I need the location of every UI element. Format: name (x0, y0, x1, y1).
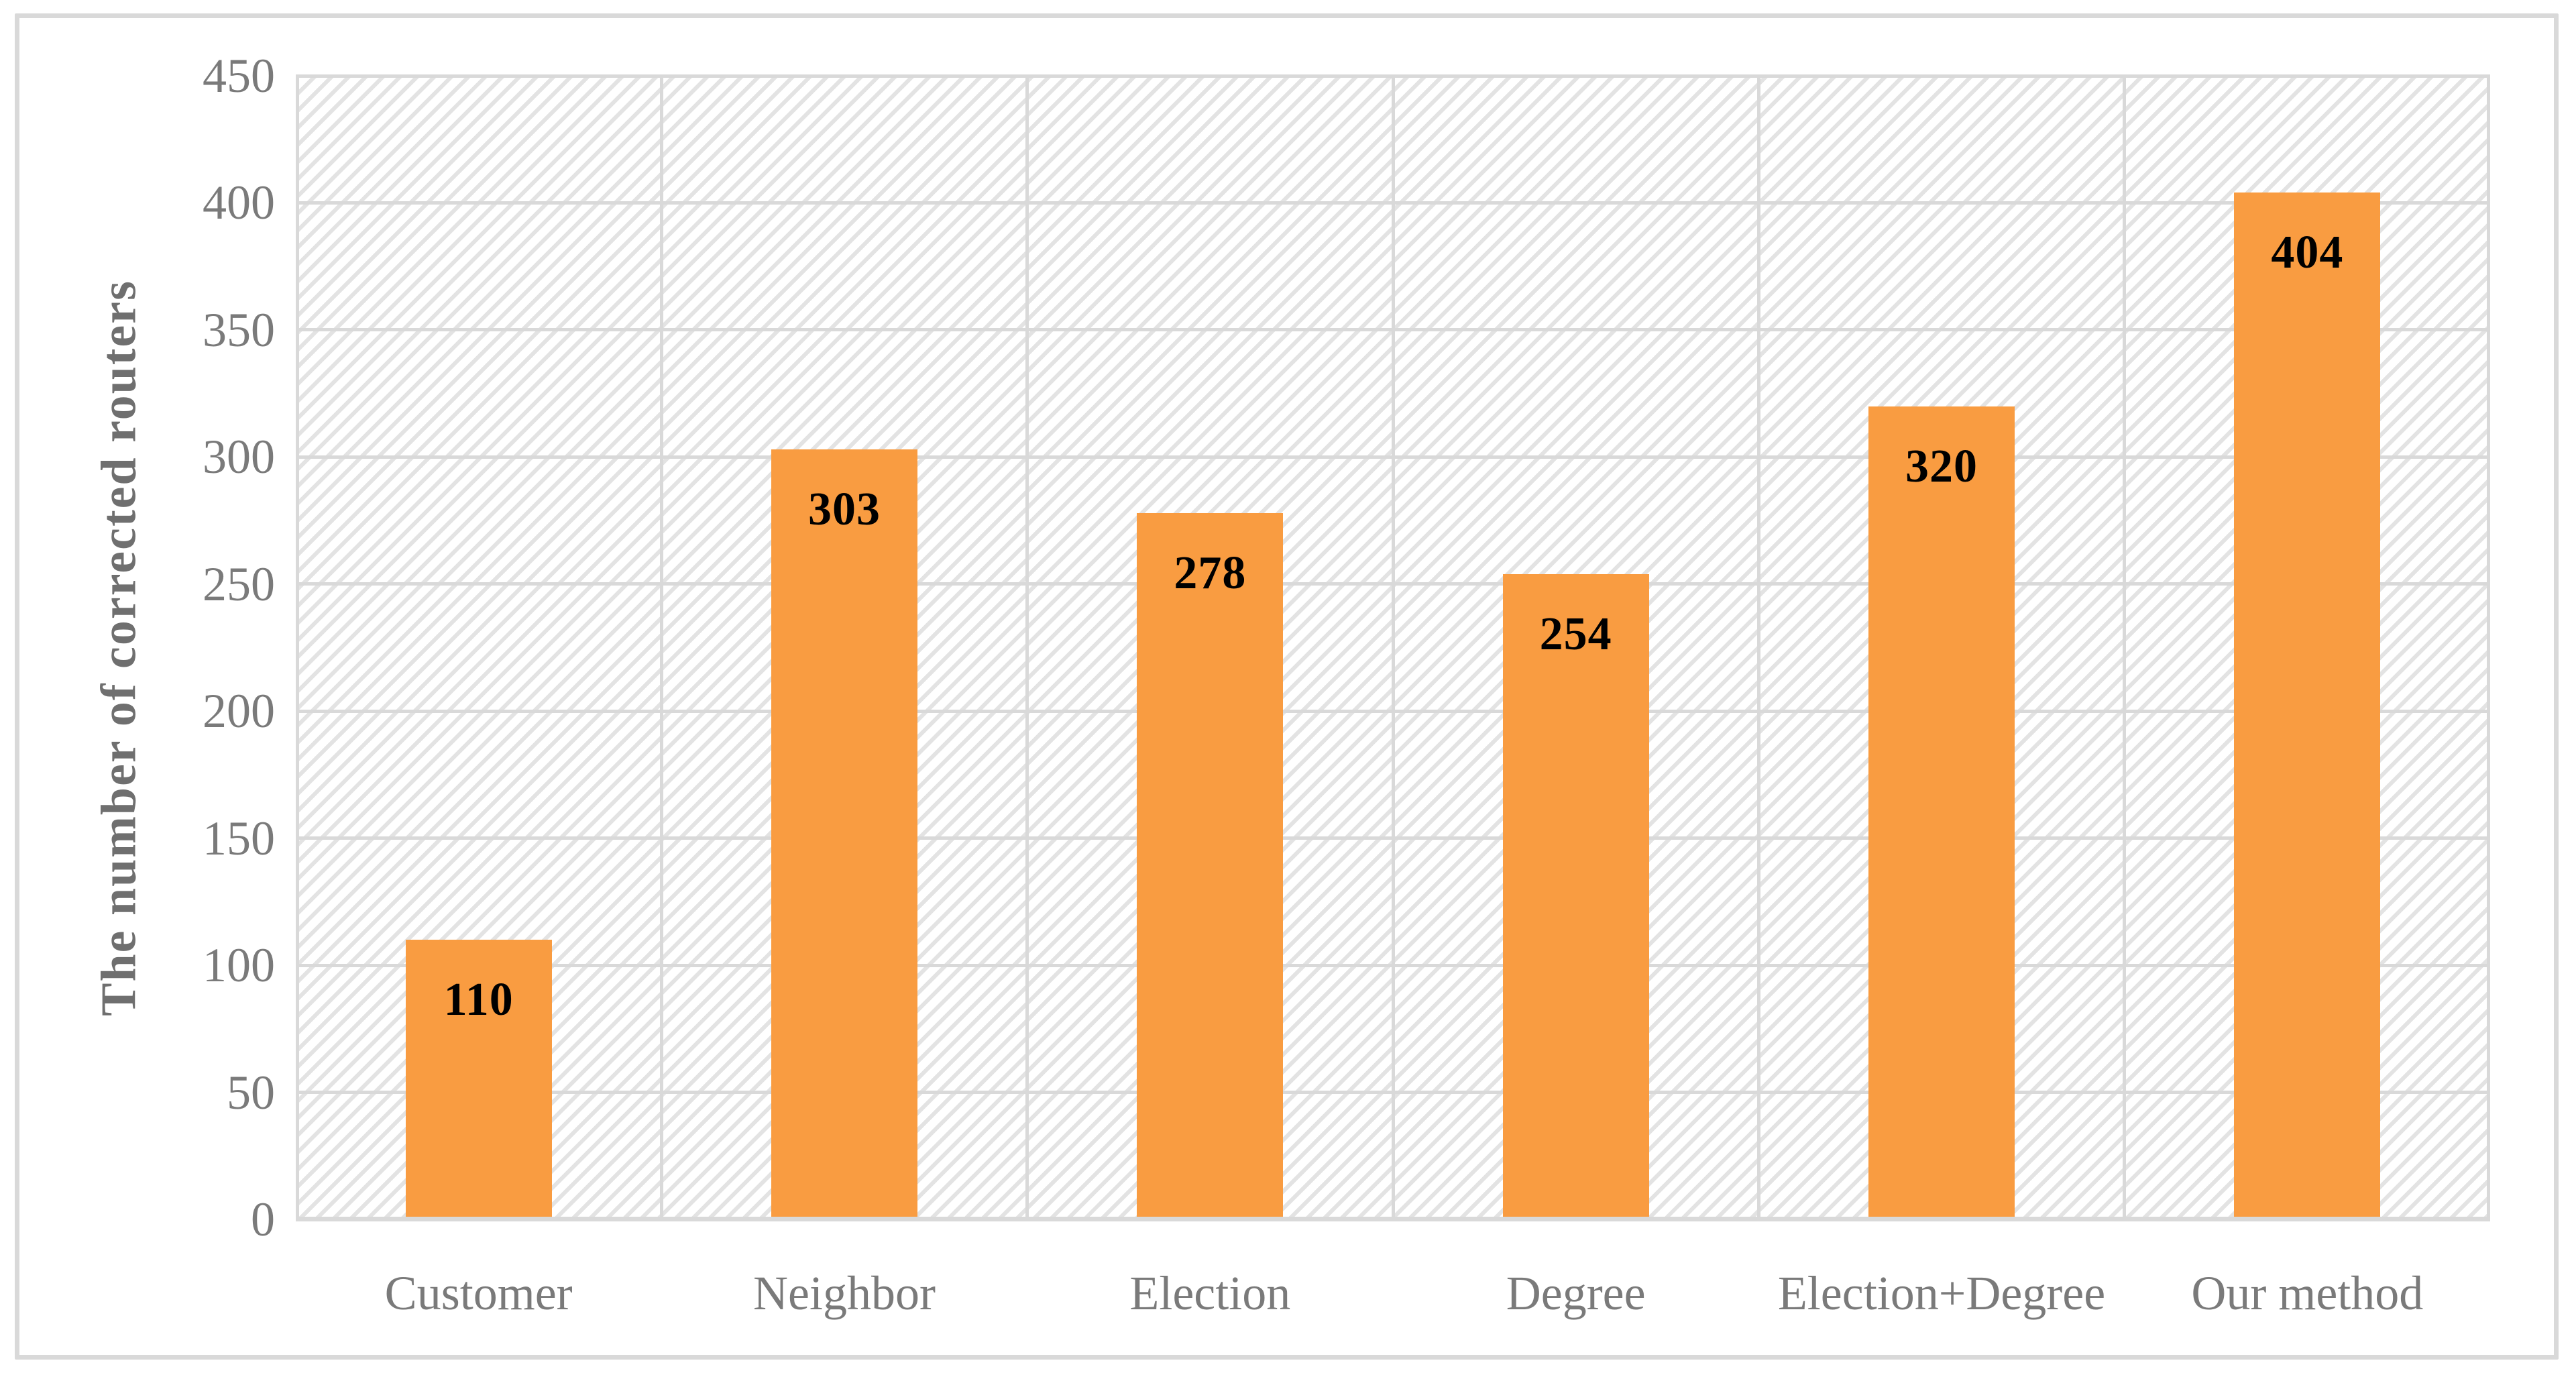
y-tick-label-150: 150 (203, 811, 275, 865)
bar-neighbor: 303 (771, 449, 918, 1219)
y-tick-label-400: 400 (203, 176, 275, 230)
bar-election-degree: 320 (1868, 406, 2015, 1219)
y-axis-title: The number of corrected routers (91, 280, 147, 1016)
x-axis-label-election: Election (1129, 1266, 1291, 1320)
vertical-gridline-0 (296, 76, 299, 1219)
vertical-gridline-3 (1391, 76, 1395, 1219)
x-axis-label-neighbor: Neighbor (753, 1266, 936, 1320)
bar-value-label-our-method: 404 (2271, 227, 2344, 279)
y-tick-label-450: 450 (203, 49, 275, 103)
x-axis-label-election-degree: Election+Degree (1777, 1266, 2106, 1320)
x-axis-line (296, 1217, 2490, 1221)
bar-value-label-election-degree: 320 (1905, 440, 1978, 492)
vertical-gridline-1 (659, 76, 663, 1219)
x-axis-label-our-method: Our method (2191, 1266, 2424, 1320)
y-tick-label-0: 0 (251, 1193, 275, 1246)
y-tick-label-300: 300 (203, 430, 275, 484)
bar-value-label-election: 278 (1174, 547, 1247, 599)
bar-our-method: 404 (2234, 193, 2381, 1219)
vertical-gridline-6 (2487, 76, 2490, 1219)
bar-election: 278 (1137, 512, 1284, 1219)
bar-degree: 254 (1502, 573, 1649, 1219)
vertical-gridline-2 (1025, 76, 1029, 1219)
vertical-gridline-5 (2123, 76, 2127, 1219)
y-tick-label-100: 100 (203, 938, 275, 993)
bar-value-label-neighbor: 303 (807, 483, 881, 535)
y-tick-label-200: 200 (203, 684, 275, 738)
y-tick-label-50: 50 (227, 1065, 275, 1119)
bar-customer: 110 (405, 940, 552, 1219)
y-tick-label-350: 350 (203, 303, 275, 357)
x-axis-label-customer: Customer (384, 1266, 573, 1320)
bar-value-label-customer: 110 (443, 974, 514, 1026)
vertical-gridline-4 (1756, 76, 1760, 1219)
x-axis-label-degree: Degree (1506, 1266, 1646, 1320)
bar-value-label-degree: 254 (1539, 608, 1612, 660)
y-tick-label-250: 250 (203, 557, 275, 611)
plot-area: 110 303 278 254 320 404 (296, 74, 2490, 1221)
